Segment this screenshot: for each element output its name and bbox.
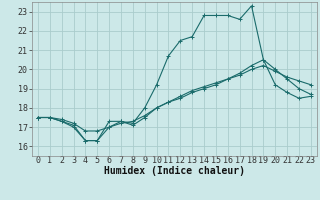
X-axis label: Humidex (Indice chaleur): Humidex (Indice chaleur)	[104, 166, 245, 176]
